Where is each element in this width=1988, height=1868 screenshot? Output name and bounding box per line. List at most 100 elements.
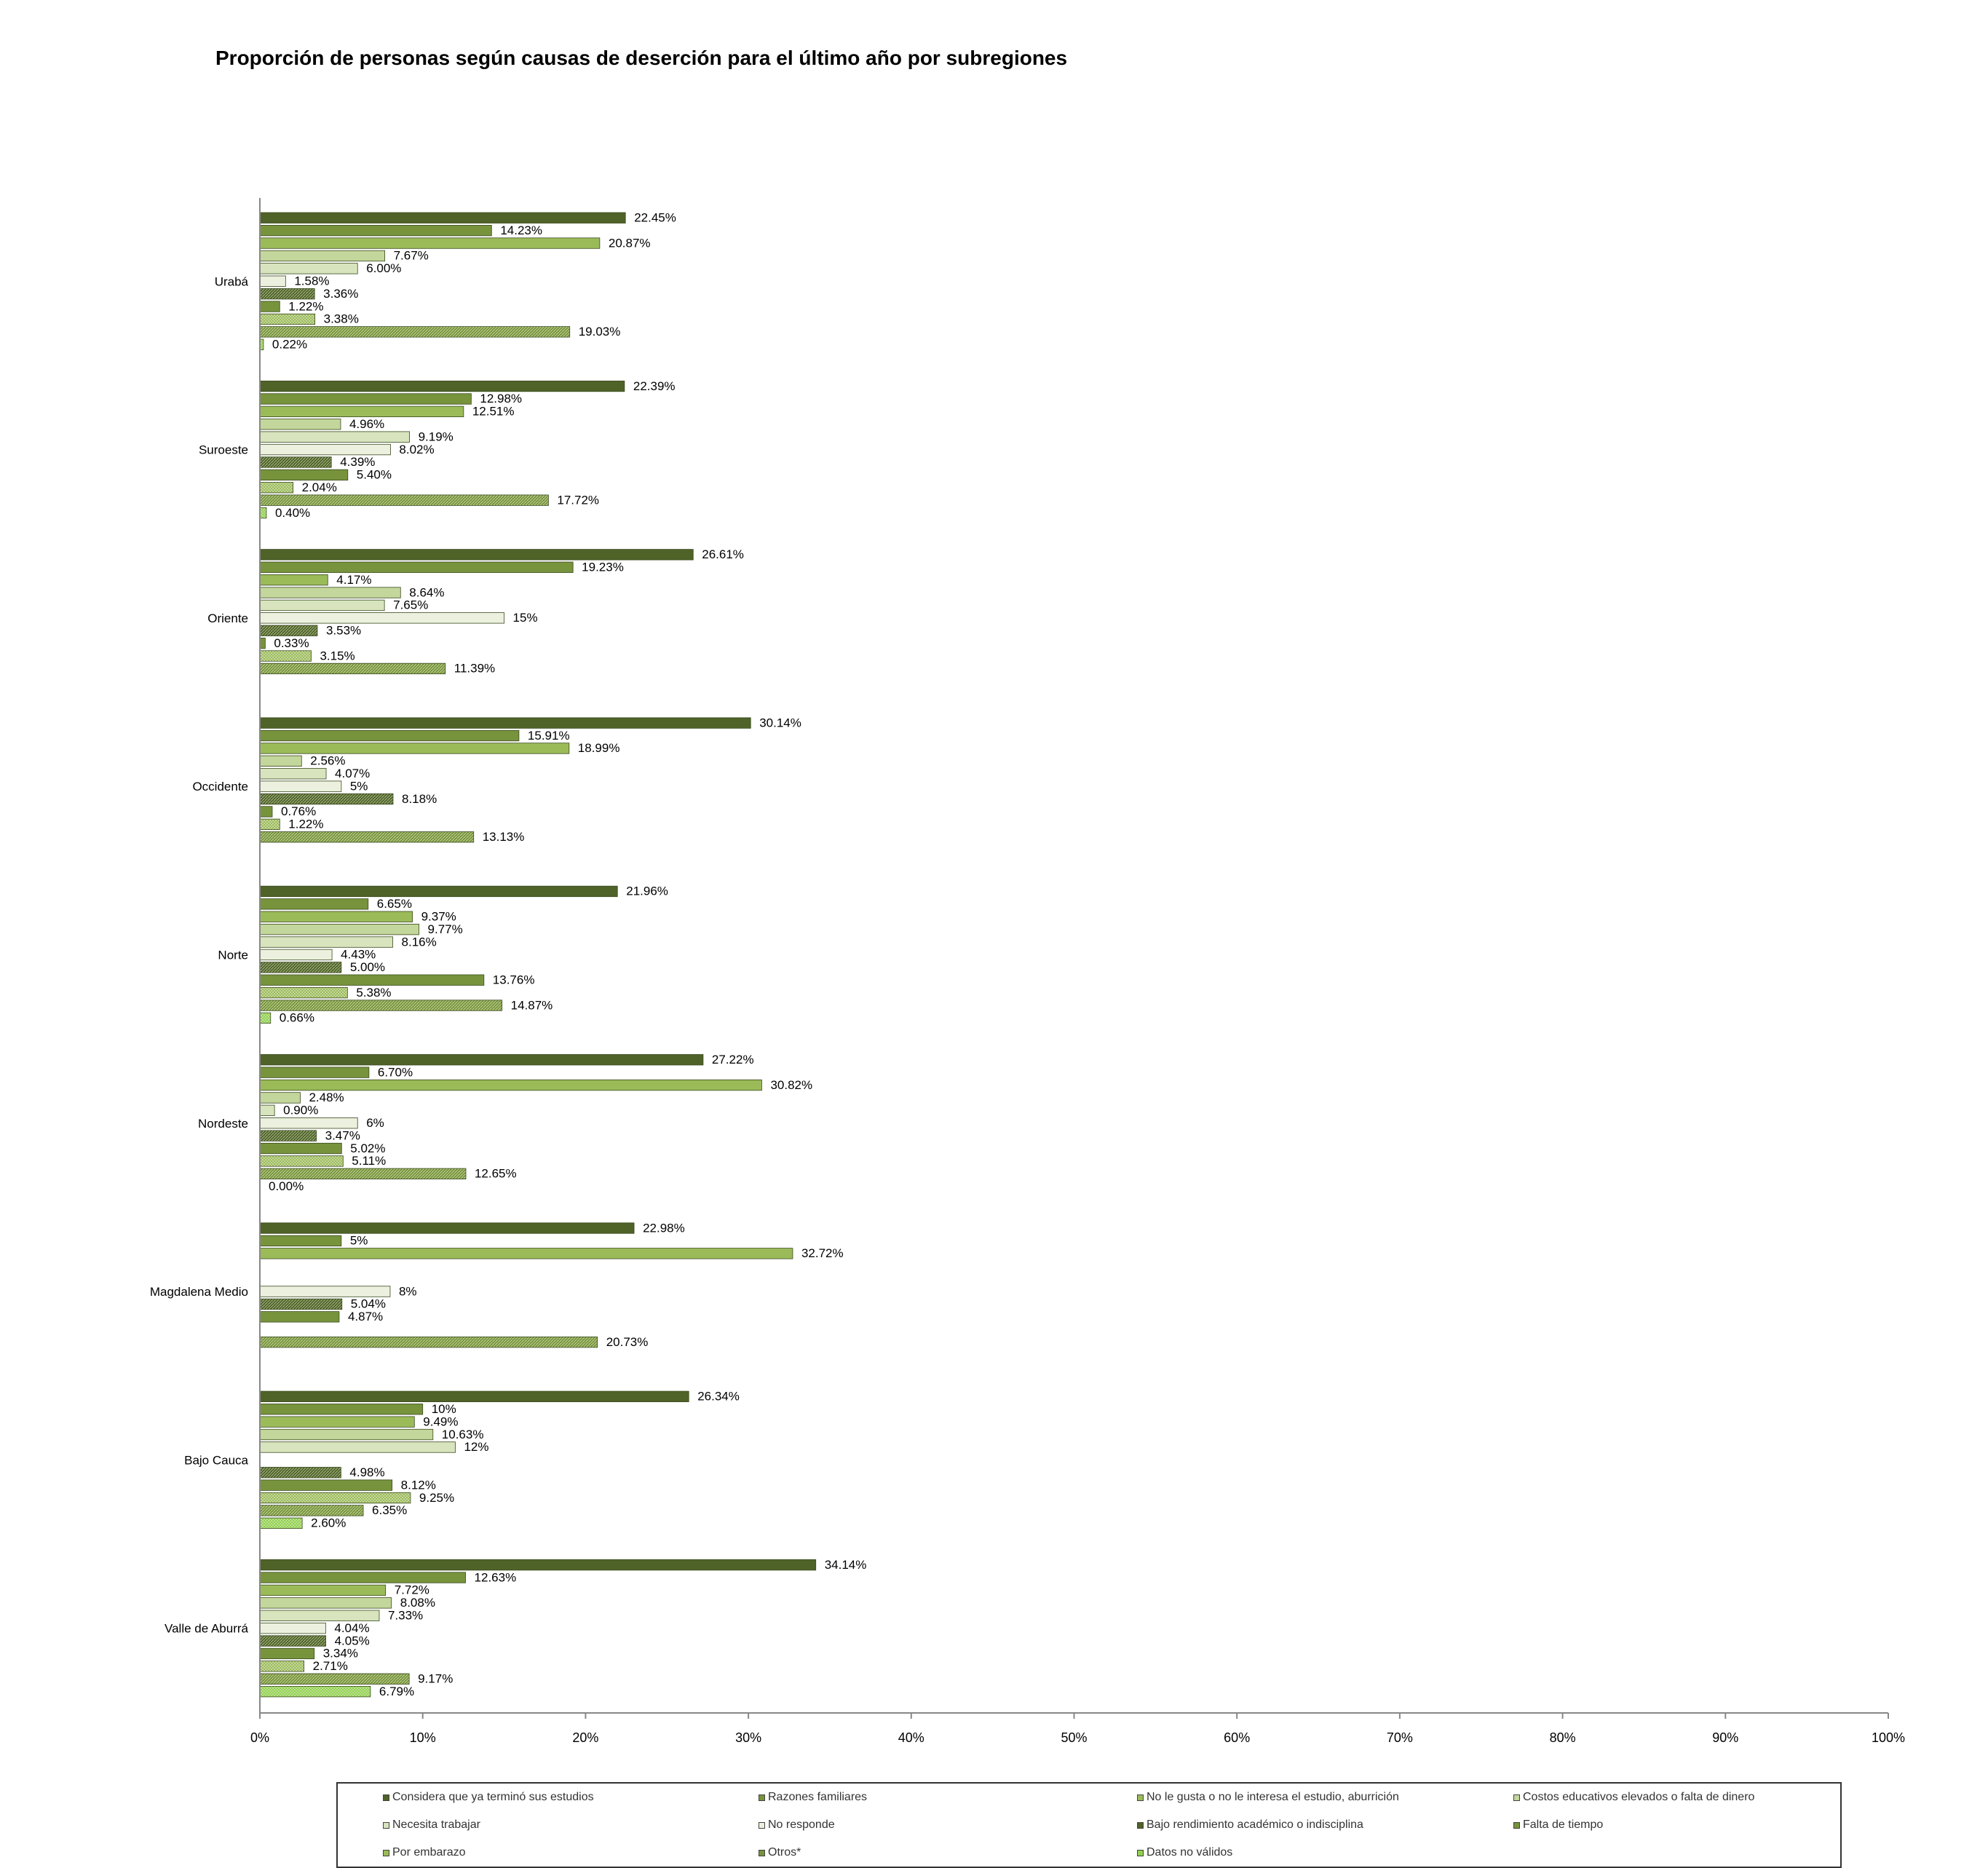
bar <box>259 1661 305 1672</box>
data-label: 9.25% <box>419 1491 454 1505</box>
data-label: 12% <box>464 1440 488 1454</box>
data-label: 30.82% <box>770 1078 812 1092</box>
data-label: 6.65% <box>377 897 412 911</box>
bar <box>259 1286 391 1297</box>
bar <box>259 405 464 417</box>
bar <box>259 263 358 274</box>
data-label: 5.40% <box>357 468 392 482</box>
bar <box>259 625 318 636</box>
data-label: 2.71% <box>313 1659 348 1673</box>
x-tick-label: 100% <box>1872 1730 1905 1745</box>
bar <box>259 1142 342 1155</box>
legend-item: No responde <box>759 1818 835 1832</box>
bar <box>259 1248 793 1259</box>
data-label: 1.22% <box>288 299 323 313</box>
data-label: 8.12% <box>401 1478 436 1492</box>
bar <box>259 549 694 561</box>
data-label: 1.58% <box>294 274 329 288</box>
data-label: 9.37% <box>421 910 456 924</box>
legend-swatch <box>1513 1821 1520 1829</box>
data-label: 26.34% <box>697 1390 740 1404</box>
data-label: 5.00% <box>350 960 385 974</box>
x-tick-label: 20% <box>572 1730 598 1745</box>
x-tick-label: 0% <box>250 1730 269 1745</box>
data-label: 14.23% <box>500 223 542 237</box>
bar <box>259 1222 635 1234</box>
bar <box>259 1517 303 1529</box>
legend-label: Bajo rendimiento académico o indisciplin… <box>1147 1818 1363 1831</box>
labels-layer: 22.45%14.23%20.87%7.67%6.00%1.58%3.36%1.… <box>269 211 866 1698</box>
x-tick-label: 60% <box>1224 1730 1250 1745</box>
category-label: Magdalena Medio <box>150 1285 248 1299</box>
bar <box>259 326 571 338</box>
data-label: 19.03% <box>579 325 621 339</box>
data-label: 5.38% <box>356 986 391 1000</box>
data-label: 2.48% <box>309 1091 344 1104</box>
bar <box>259 224 492 237</box>
bar <box>259 1428 434 1441</box>
legend-label: Razones familiares <box>768 1791 868 1803</box>
bar <box>259 898 369 910</box>
data-label: 6.35% <box>372 1503 407 1517</box>
bar <box>259 793 394 805</box>
legend-swatch <box>383 1821 389 1829</box>
data-label: 26.61% <box>702 547 744 561</box>
bar <box>259 431 410 443</box>
legend-item: Necesita trabajar <box>383 1818 480 1832</box>
data-label: 9.17% <box>418 1672 453 1686</box>
bar <box>259 456 332 468</box>
data-label: 8.02% <box>399 443 434 456</box>
bar <box>259 393 472 405</box>
category-label: Occidente <box>192 780 248 793</box>
data-label: 0.00% <box>269 1179 304 1193</box>
data-label: 27.22% <box>712 1053 754 1066</box>
bar <box>259 818 280 830</box>
bar <box>259 780 342 792</box>
bar <box>259 1559 817 1571</box>
data-label: 7.72% <box>395 1583 429 1597</box>
data-label: 2.04% <box>302 480 337 494</box>
bar <box>259 1130 317 1141</box>
bar <box>259 1635 326 1647</box>
data-label: 0.66% <box>280 1011 314 1025</box>
bar <box>259 574 328 586</box>
data-label: 2.56% <box>310 754 345 768</box>
category-label: Urabá <box>215 274 249 288</box>
data-label: 22.39% <box>633 379 676 393</box>
bar <box>259 949 333 961</box>
bar <box>259 1647 315 1660</box>
data-label: 12.63% <box>475 1570 517 1584</box>
bar <box>259 743 570 754</box>
data-label: 3.34% <box>323 1647 358 1661</box>
data-label: 3.53% <box>326 624 361 638</box>
data-label: 15% <box>513 611 538 625</box>
bar <box>259 237 601 249</box>
data-label: 2.60% <box>311 1516 346 1530</box>
chart-title: Proporción de personas según causas de d… <box>215 47 1068 69</box>
bar <box>259 443 391 456</box>
bar <box>259 1168 467 1179</box>
x-tick-label: 70% <box>1387 1730 1413 1745</box>
bar <box>259 1235 342 1247</box>
bar <box>259 469 349 480</box>
legend-item: No le gusta o no le interesa el estudio,… <box>1137 1791 1399 1804</box>
bar <box>259 911 413 922</box>
bar <box>259 1505 364 1516</box>
data-label: 0.90% <box>283 1104 318 1117</box>
bar <box>259 831 475 843</box>
bar <box>259 806 273 818</box>
data-label: 4.05% <box>335 1634 370 1647</box>
bar <box>259 1441 456 1453</box>
data-label: 13.13% <box>483 830 525 844</box>
data-label: 12.51% <box>472 405 515 419</box>
data-label: 10% <box>432 1402 456 1416</box>
data-label: 10.63% <box>442 1428 484 1441</box>
x-tick-label: 80% <box>1550 1730 1576 1745</box>
bar <box>259 1066 370 1078</box>
bar <box>259 1492 411 1504</box>
bar <box>259 1012 272 1024</box>
legend-swatch <box>383 1849 389 1856</box>
legend-swatch <box>1137 1821 1144 1829</box>
bar <box>259 1311 340 1323</box>
data-label: 3.36% <box>323 287 358 301</box>
